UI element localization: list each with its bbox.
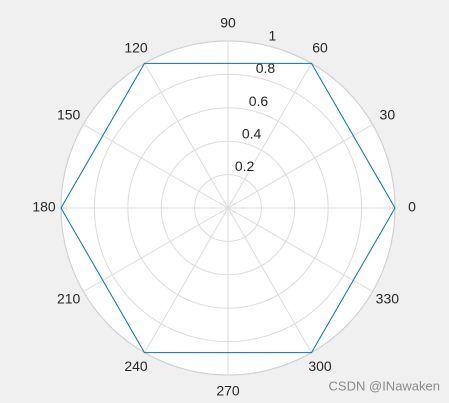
theta-tick-label: 120 bbox=[124, 39, 148, 55]
theta-tick-label: 210 bbox=[57, 291, 81, 307]
theta-tick-label: 150 bbox=[57, 107, 81, 123]
theta-grid-line bbox=[227, 207, 312, 353]
theta-grid-line bbox=[83, 207, 229, 292]
r-grid-circle bbox=[93, 73, 363, 343]
theta-tick-label: 270 bbox=[216, 383, 240, 399]
theta-tick-label: 300 bbox=[308, 358, 332, 374]
theta-grid-line bbox=[83, 124, 229, 209]
polar-line bbox=[60, 62, 396, 354]
theta-grid-line bbox=[227, 124, 373, 209]
r-tick-label: 0.6 bbox=[249, 93, 269, 109]
theta-tick-label: 90 bbox=[220, 15, 236, 31]
r-grid-circle bbox=[127, 107, 329, 309]
r-grid-circle bbox=[160, 140, 296, 276]
theta-tick-label: 240 bbox=[124, 358, 148, 374]
theta-grid-line bbox=[227, 63, 312, 209]
r-tick-label: 1 bbox=[268, 28, 276, 44]
theta-grid-line bbox=[144, 63, 229, 209]
r-grid-circle bbox=[194, 174, 262, 242]
r-tick-label: 0.2 bbox=[235, 158, 255, 174]
theta-tick-label: 180 bbox=[32, 199, 56, 215]
theta-grid-line bbox=[144, 207, 229, 353]
theta-grid-line bbox=[227, 207, 373, 292]
watermark: CSDN @INawaken bbox=[329, 378, 440, 393]
theta-tick-label: 330 bbox=[376, 291, 400, 307]
r-tick-label: 0.4 bbox=[242, 126, 262, 142]
theta-tick-label: 60 bbox=[312, 39, 328, 55]
r-tick-label: 0.8 bbox=[256, 60, 276, 76]
theta-tick-label: 30 bbox=[380, 107, 396, 123]
theta-tick-label: 0 bbox=[408, 199, 416, 215]
